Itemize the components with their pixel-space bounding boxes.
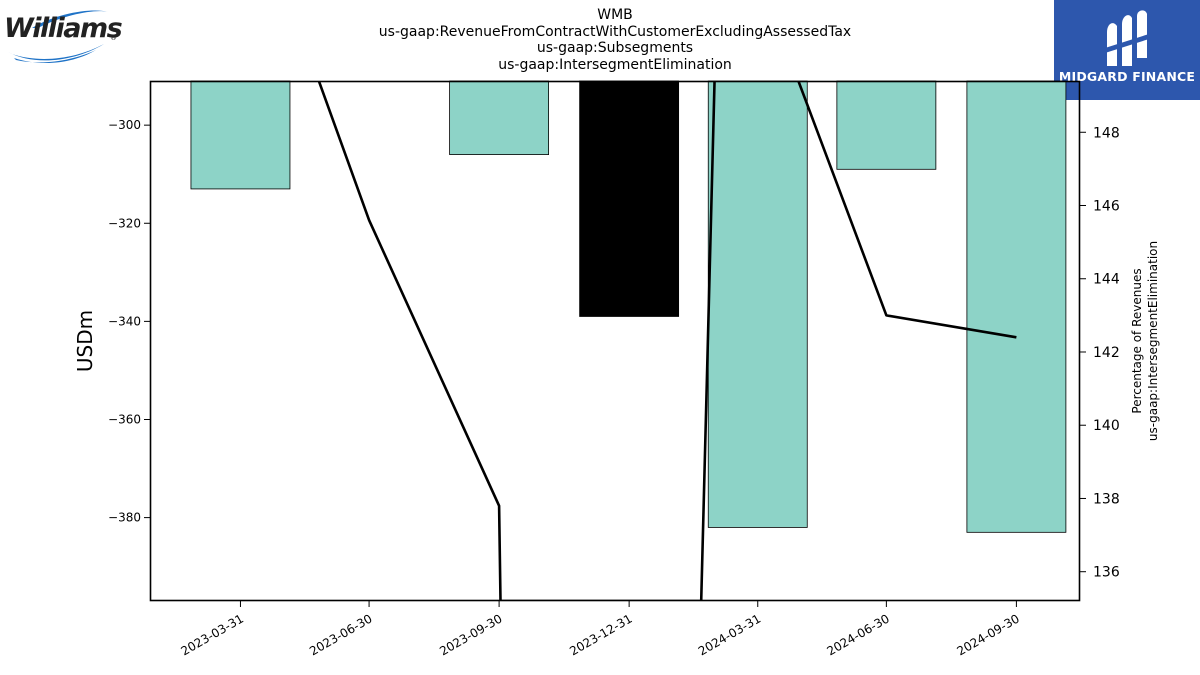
y2-tick-label: 146 — [1093, 199, 1120, 215]
chart-title-line-3: us-gaap:Subsegments — [536, 40, 694, 56]
watermark-logo-icon — [1105, 10, 1149, 66]
x-tick-label: 2023-12-31 — [567, 611, 634, 658]
y2-axis-label-line-2: us-gaap:IntersegmentElimination — [1146, 241, 1160, 441]
x-tick-label: 2023-03-31 — [179, 611, 246, 658]
chart-title-line-4: us-gaap:IntersegmentElimination — [498, 56, 732, 73]
y2-tick-label: 144 — [1093, 272, 1120, 288]
y-tick-label: −340 — [108, 314, 141, 328]
x-tick-label: 2024-06-30 — [824, 611, 891, 658]
y2-tick-label: 136 — [1093, 565, 1120, 581]
y2-tick-label: 148 — [1093, 125, 1120, 141]
y-tick-label: −360 — [108, 412, 141, 426]
plot-frame — [149, 80, 1081, 602]
x-tick-label: 2023-09-30 — [437, 611, 504, 658]
x-tick-label: 2023-06-30 — [307, 611, 374, 658]
x-tick-label: 2024-09-30 — [954, 611, 1021, 658]
bar-2024-09-30 — [966, 80, 1067, 533]
bar-2024-03-31 — [707, 80, 808, 528]
logo-registered-mark: ® — [110, 34, 117, 42]
bar-2023-12-31 — [579, 80, 680, 317]
logo-wordmark: Williams — [4, 13, 123, 44]
y2-tick-label: 140 — [1093, 418, 1120, 434]
bar-2024-06-30 — [836, 80, 937, 170]
watermark-text: MIDGARD FINANCE — [1058, 69, 1196, 84]
chart-title-line-1: WMB — [597, 7, 633, 23]
y2-tick-label: 142 — [1093, 345, 1120, 361]
y2-axis-label-line-1: Percentage of Revenues — [1130, 268, 1144, 413]
chart-title-line-2: us-gaap:RevenueFromContractWithCustomerE… — [378, 23, 852, 40]
bar-2023-03-31 — [190, 80, 291, 190]
line-series — [317, 81, 1017, 601]
x-tick-label: 2024-03-31 — [696, 611, 763, 658]
bar-2023-09-30 — [449, 80, 550, 155]
company-logo: Williams ® — [4, 6, 123, 66]
watermark-badge: MIDGARD FINANCE — [1054, 0, 1200, 100]
y-tick-label: −320 — [108, 216, 141, 230]
y-tick-label: −300 — [108, 118, 141, 132]
logo-swoosh-icon — [8, 10, 108, 64]
y-axis-label: USDm — [73, 310, 97, 372]
y2-tick-label: 138 — [1093, 491, 1120, 507]
y-tick-label: −380 — [108, 511, 141, 525]
